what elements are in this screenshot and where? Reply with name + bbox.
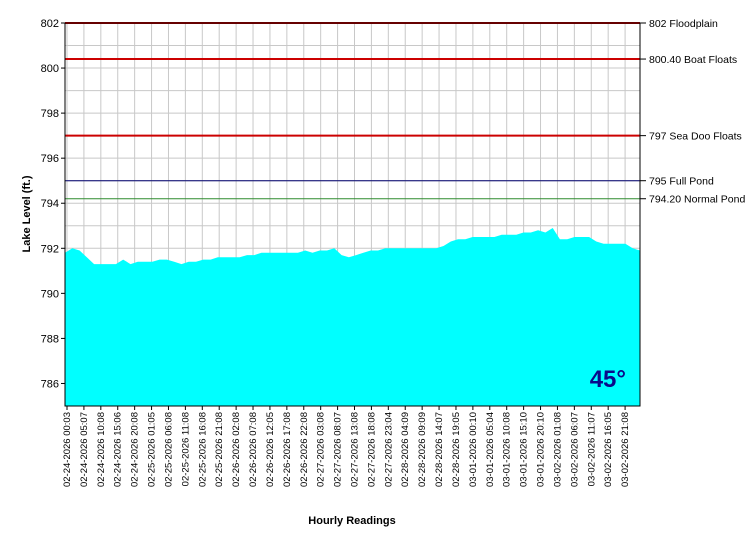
y-axis-ticks: 786 788 790 792 794 796 798 800 802 (41, 18, 65, 390)
x-tick-label: 03-02-2026 21:08 (620, 412, 631, 487)
y-tick-label: 792 (41, 243, 59, 255)
x-tick-label: 03-02-2026 11:07 (586, 412, 597, 486)
x-axis-ticks: 02-24-2026 00:03 02-24-2026 05:07 02-24-20… (62, 406, 631, 487)
x-tick-label: 02-26-2026 12:05 (265, 412, 276, 487)
y-tick-label: 798 (41, 108, 59, 120)
x-tick-label: 02-24-2026 15:06 (113, 412, 124, 487)
x-tick-label: 02-26-2026 07:08 (248, 412, 259, 487)
x-tick-label: 02-27-2026 23:04 (383, 412, 394, 487)
x-tick-label: 02-25-2026 11:08 (180, 412, 191, 486)
x-tick-label: 02-25-2026 16:08 (197, 412, 208, 487)
x-tick-label: 02-25-2026 21:08 (214, 412, 225, 487)
x-tick-label: 02-28-2026 19:05 (451, 412, 462, 487)
x-tick-label: 03-01-2026 05:04 (485, 412, 496, 487)
y-tick-label: 786 (41, 378, 59, 390)
x-tick-label: 02-26-2026 17:08 (282, 412, 293, 487)
x-tick-label: 03-01-2026 15:10 (519, 412, 530, 487)
x-tick-label: 02-26-2026 22:08 (299, 412, 310, 487)
x-tick-label: 03-02-2026 01:08 (552, 412, 563, 487)
x-tick-label: 02-27-2026 13:08 (350, 412, 361, 487)
y-tick-label: 794 (41, 198, 59, 210)
reference-label: 800.40 Boat Floats (649, 54, 737, 66)
x-tick-label: 03-02-2026 16:05 (603, 412, 614, 487)
x-tick-label: 03-01-2026 20:10 (536, 412, 547, 487)
y-tick-label: 802 (41, 18, 59, 30)
x-tick-label: 02-27-2026 03:08 (316, 412, 327, 487)
y-tick-label: 788 (41, 333, 59, 345)
x-tick-label: 02-27-2026 18:08 (366, 412, 377, 487)
x-tick-label: 02-24-2026 00:03 (62, 412, 73, 487)
reference-label: 795 Full Pond (649, 176, 714, 188)
x-tick-label: 03-01-2026 10:08 (502, 412, 513, 487)
x-tick-label: 02-24-2026 20:08 (130, 412, 141, 487)
x-axis-title: Hourly Readings (308, 515, 395, 527)
y-axis-title: Lake Level (ft.) (21, 175, 33, 252)
x-tick-label: 02-24-2026 05:07 (79, 412, 90, 487)
reference-label: 802 Floodplain (649, 18, 718, 30)
temperature-annotation: 45° (590, 366, 626, 393)
x-tick-label: 02-24-2026 10:08 (96, 412, 107, 487)
x-tick-label: 02-27-2026 08:07 (333, 412, 344, 487)
y-tick-label: 790 (41, 288, 59, 300)
x-tick-label: 03-01-2026 00:10 (468, 412, 479, 487)
y-tick-label: 796 (41, 153, 59, 165)
reference-label: 797 Sea Doo Floats (649, 131, 742, 143)
x-tick-label: 02-28-2026 04:09 (400, 412, 411, 487)
series-area-lake-level (65, 228, 640, 406)
reference-label: 794.20 Normal Pond (649, 194, 745, 206)
y-tick-label: 800 (41, 63, 59, 75)
x-tick-label: 02-25-2026 06:08 (163, 412, 174, 487)
x-tick-label: 03-02-2026 06:07 (569, 412, 580, 487)
x-tick-label: 02-28-2026 14:07 (434, 412, 445, 487)
x-tick-label: 02-26-2026 02:08 (231, 412, 242, 487)
x-tick-label: 02-28-2026 09:09 (417, 412, 428, 487)
x-tick-label: 02-25-2026 01:05 (147, 412, 158, 487)
plot-frame (64, 22, 641, 407)
